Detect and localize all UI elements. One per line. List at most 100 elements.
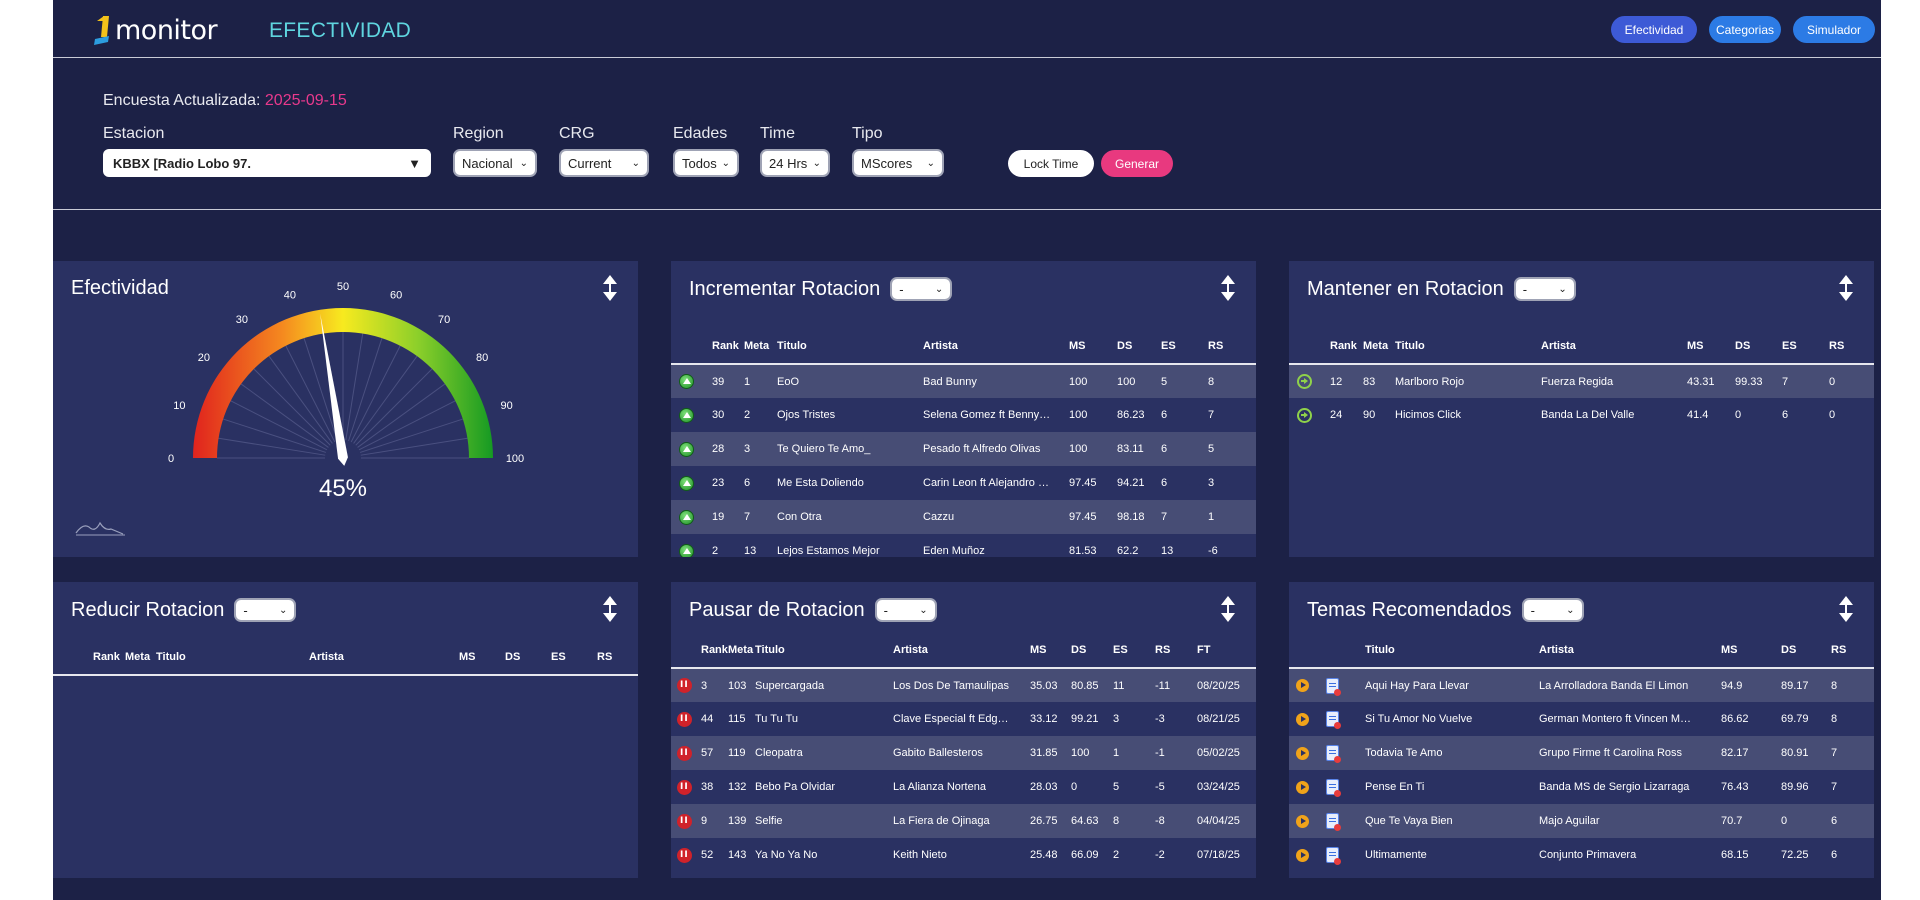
header-es[interactable]: ES xyxy=(551,640,597,676)
play-icon[interactable] xyxy=(1296,848,1309,862)
mini-trend-icon[interactable] xyxy=(75,521,124,535)
table-row[interactable]: 44 115 Tu Tu Tu Clave Especial ft Edg… 33.12… xyxy=(671,702,1256,736)
header-titulo[interactable]: Titulo xyxy=(156,640,309,676)
row-doc-cell[interactable] xyxy=(1322,668,1365,702)
header-ms[interactable]: MS xyxy=(1721,633,1781,669)
row-action-cell[interactable] xyxy=(1289,364,1330,398)
header-ms[interactable]: MS xyxy=(1069,329,1117,365)
header-artista[interactable]: Artista xyxy=(309,640,459,676)
arrow-right-icon[interactable] xyxy=(1297,407,1312,423)
arrow-up-icon[interactable] xyxy=(679,407,694,423)
edades-select[interactable]: Todos ⌄ xyxy=(673,149,739,177)
header-rank[interactable]: Rank xyxy=(1330,329,1363,365)
row-doc-cell[interactable] xyxy=(1322,804,1365,838)
header-ms[interactable]: MS xyxy=(1687,329,1735,365)
row-doc-cell[interactable] xyxy=(1322,736,1365,770)
row-action-cell[interactable] xyxy=(671,668,701,702)
pausar-select[interactable]: - ⌄ xyxy=(874,598,937,622)
table-row[interactable]: Pense En Ti Banda MS de Sergio Lizarraga 7… xyxy=(1289,770,1874,804)
header-ds[interactable]: DS xyxy=(1781,633,1831,669)
table-row[interactable]: 23 6 Me Esta Doliendo Carin Leon ft Alejand… xyxy=(671,466,1256,500)
header-titulo[interactable]: Titulo xyxy=(1395,329,1541,365)
row-action-cell[interactable] xyxy=(671,500,712,534)
row-action-cell[interactable] xyxy=(671,770,701,804)
row-action-cell[interactable] xyxy=(671,432,712,466)
table-row[interactable]: 19 7 Con Otra Cazzu 97.45 98.18 7 1 xyxy=(671,500,1256,534)
row-action-cell[interactable] xyxy=(1289,702,1322,736)
table-row[interactable]: 52 143 Ya No Ya No Keith Nieto 25.48 66.09 2 -2… xyxy=(671,838,1256,872)
document-icon[interactable] xyxy=(1326,677,1341,696)
sort-icon[interactable] xyxy=(1836,273,1856,303)
nav-categorias-button[interactable]: Categorias xyxy=(1709,16,1781,43)
nav-simulador-button[interactable]: Simulador xyxy=(1793,16,1875,43)
header-titulo[interactable]: Titulo xyxy=(777,329,923,365)
table-row[interactable]: 38 132 Bebo Pa Olvidar La Alianza Nortena 28… xyxy=(671,770,1256,804)
table-row[interactable]: 24 90 Hicimos Click Banda La Del Valle 41.4 0… xyxy=(1289,398,1874,432)
row-action-cell[interactable] xyxy=(1289,736,1322,770)
arrow-up-icon[interactable] xyxy=(679,509,694,525)
arrow-up-icon[interactable] xyxy=(679,475,694,491)
header-artista[interactable]: Artista xyxy=(923,329,1069,365)
region-select[interactable]: Nacional ⌄ xyxy=(453,149,537,177)
row-doc-cell[interactable] xyxy=(1322,702,1365,736)
lock-time-button[interactable]: Lock Time xyxy=(1008,150,1094,177)
table-row[interactable]: Ultimamente Conjunto Primavera 68.15 72.25 6 xyxy=(1289,838,1874,872)
header-es[interactable]: ES xyxy=(1161,329,1208,365)
row-doc-cell[interactable] xyxy=(1322,770,1365,804)
header-ft[interactable]: FT xyxy=(1197,633,1256,669)
nav-efectividad-button[interactable]: Efectividad xyxy=(1611,16,1697,43)
table-row[interactable]: 2 13 Lejos Estamos Mejor Eden Muñoz 81.53 62.… xyxy=(671,534,1256,557)
table-row[interactable]: 30 2 Ojos Tristes Selena Gomez ft Benny… 100… xyxy=(671,398,1256,432)
header-artista[interactable]: Artista xyxy=(893,633,1030,669)
header-ds[interactable]: DS xyxy=(1117,329,1161,365)
header-meta[interactable]: Meta xyxy=(744,329,777,365)
row-action-cell[interactable] xyxy=(671,702,701,736)
sort-icon[interactable] xyxy=(1218,594,1238,624)
row-action-cell[interactable] xyxy=(1289,398,1330,432)
row-action-cell[interactable] xyxy=(1289,668,1322,702)
header-titulo[interactable]: Titulo xyxy=(755,633,893,669)
document-icon[interactable] xyxy=(1326,711,1341,729)
row-action-cell[interactable] xyxy=(671,364,712,398)
play-icon[interactable] xyxy=(1296,780,1309,794)
estacion-select[interactable]: KBBX [Radio Lobo 97. ▼ xyxy=(103,149,431,177)
header-artista[interactable]: Artista xyxy=(1541,329,1687,365)
time-select[interactable]: 24 Hrs ⌄ xyxy=(760,149,830,177)
pause-icon[interactable] xyxy=(677,847,692,863)
recomendados-select[interactable]: - ⌄ xyxy=(1521,598,1584,622)
logo[interactable]: monitor xyxy=(91,12,218,48)
row-action-cell[interactable] xyxy=(671,804,701,838)
header-es[interactable]: ES xyxy=(1113,633,1155,669)
mantener-select[interactable]: - ⌄ xyxy=(1513,277,1576,301)
header-meta[interactable]: Meta xyxy=(728,633,755,669)
arrow-right-icon[interactable] xyxy=(1297,374,1312,389)
pause-icon[interactable] xyxy=(677,813,692,829)
document-icon[interactable] xyxy=(1326,813,1341,831)
row-action-cell[interactable] xyxy=(671,534,712,557)
header-rs[interactable]: RS xyxy=(1155,633,1197,669)
row-action-cell[interactable] xyxy=(671,838,701,872)
row-action-cell[interactable] xyxy=(1289,804,1322,838)
arrow-up-icon[interactable] xyxy=(679,374,694,389)
table-row[interactable]: Aqui Hay Para Llevar La Arrolladora Banda… xyxy=(1289,668,1874,702)
header-rank[interactable]: Rank xyxy=(712,329,744,365)
sort-icon[interactable] xyxy=(600,594,620,624)
arrow-up-icon[interactable] xyxy=(679,543,694,557)
header-rs[interactable]: RS xyxy=(1831,633,1874,669)
header-artista[interactable]: Artista xyxy=(1539,633,1721,669)
header-rank[interactable]: Rank xyxy=(93,640,125,676)
document-icon[interactable] xyxy=(1326,745,1341,763)
header-meta[interactable]: Meta xyxy=(1363,329,1395,365)
header-rank[interactable]: Rank xyxy=(701,633,728,669)
sort-icon[interactable] xyxy=(1836,594,1856,624)
pause-icon[interactable] xyxy=(677,779,692,795)
header-titulo[interactable]: Titulo xyxy=(1365,633,1539,669)
header-rs[interactable]: RS xyxy=(597,640,638,676)
crg-select[interactable]: Current ⌄ xyxy=(559,149,649,177)
incrementar-select[interactable]: - ⌄ xyxy=(890,277,953,301)
header-ms[interactable]: MS xyxy=(1030,633,1071,669)
row-action-cell[interactable] xyxy=(671,398,712,432)
reducir-select[interactable]: - ⌄ xyxy=(234,598,297,622)
table-row[interactable]: Que Te Vaya Bien Majo Aguilar 70.7 0 6 xyxy=(1289,804,1874,838)
